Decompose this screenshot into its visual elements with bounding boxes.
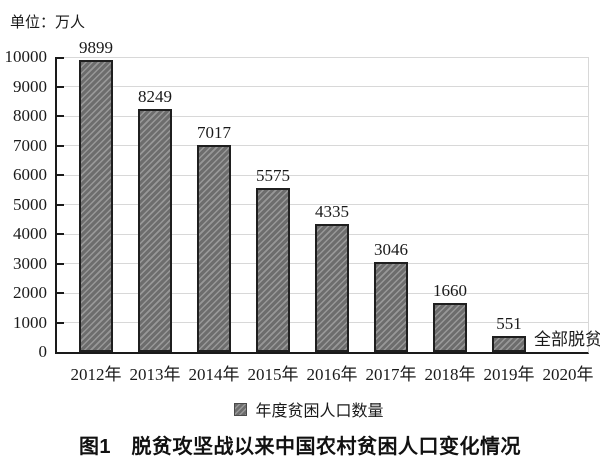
y-tick-mark (57, 203, 64, 206)
gridline (57, 86, 588, 87)
y-tick-label: 0 (38, 342, 48, 361)
y-tick-label: 10000 (4, 47, 48, 66)
y-tick-mark (57, 233, 64, 235)
x-axis-tick-label: 2016年 (306, 365, 358, 384)
x-axis-tick-label: 2014年 (188, 365, 240, 384)
y-tick-mark (57, 144, 64, 147)
gridline (57, 174, 588, 176)
y-tick-label: 9000 (13, 76, 47, 96)
bar-value-label: 8249 (138, 87, 172, 106)
bar-value-label: 551 (496, 314, 522, 333)
y-tick-mark (57, 115, 64, 117)
unit-label: 单位：万人 (10, 15, 86, 31)
bar-value-label: 7017 (197, 123, 231, 142)
bar (492, 336, 526, 352)
y-tick-label: 7000 (13, 135, 47, 155)
legend-label: 年度贫困人口数量 (255, 403, 384, 420)
y-tick-label: 2000 (13, 283, 47, 302)
y-tick-mark (57, 262, 64, 265)
y-tick-label: 5000 (13, 194, 47, 214)
legend: 年度贫困人口数量 (0, 397, 600, 421)
x-axis-tick-label: 2019年 (483, 365, 535, 384)
legend-hatched-swatch-icon (234, 402, 248, 416)
x-axis-tick-label: 2013年 (129, 365, 181, 384)
figure-caption: 图1 脱贫攻坚战以来中国农村贫困人口变化情况 (78, 436, 522, 458)
bar (433, 303, 467, 352)
bar-value-label: 5575 (256, 166, 290, 185)
bar-value-label: 4335 (315, 202, 349, 221)
plot-area: 0 1000 2000 3000 4000 5000 6000 7000 8000 9000 100… (5, 38, 600, 384)
y-tick-mark (57, 321, 64, 324)
bar-value-label: 1660 (433, 281, 467, 300)
x-axis-tick-label: 2020年 (542, 365, 594, 384)
bar (256, 188, 290, 352)
x-axis-tick-label: 2018年 (424, 365, 476, 384)
y-tick-mark (57, 85, 64, 88)
bar-value-label: 9899 (79, 38, 113, 57)
y-tick-label: 1000 (13, 312, 47, 332)
gridline (57, 204, 588, 205)
bar (374, 262, 408, 352)
y-tick-mark (57, 57, 64, 59)
y-tick-mark (57, 292, 64, 294)
gridline (57, 145, 588, 146)
gridline (57, 115, 588, 117)
bar (197, 145, 231, 352)
x-axis-tick-label: 2015年 (247, 365, 299, 384)
bar-value-label: 3046 (374, 240, 408, 259)
y-tick-label: 8000 (13, 106, 47, 125)
x-axis-tick-label: 2012年 (70, 365, 122, 384)
y-tick-mark (57, 174, 64, 176)
bar (79, 60, 113, 352)
bar (315, 224, 349, 352)
annotation-label: 全部脱贫 (534, 330, 600, 349)
y-tick-label: 6000 (13, 165, 47, 184)
bar (138, 109, 172, 352)
x-axis-tick-label: 2017年 (365, 365, 417, 384)
y-tick-label: 3000 (13, 253, 47, 273)
gridline (57, 57, 588, 58)
y-tick-label: 4000 (13, 224, 47, 243)
